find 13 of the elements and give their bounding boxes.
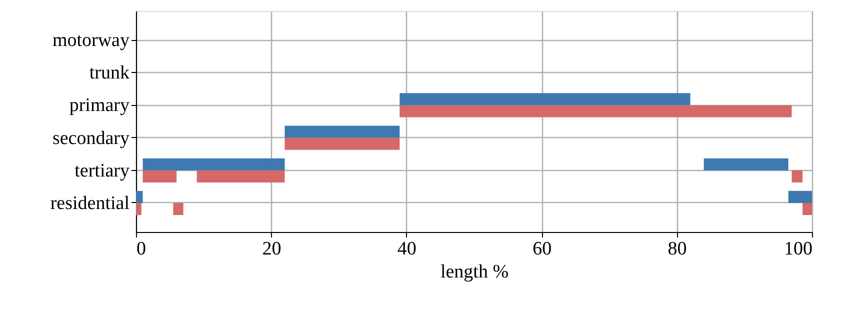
x-tick-label: 80 (668, 238, 687, 260)
x-tick-label: 0 (136, 238, 146, 260)
y-tick-label: motorway (52, 30, 130, 52)
y-tick-label: trunk (89, 62, 130, 84)
x-tick-label: 60 (532, 238, 552, 260)
x-tick-label: 20 (262, 238, 282, 260)
x-axis-title: length % (440, 262, 509, 282)
y-tick-label: primary (69, 95, 130, 116)
y-tick-label: residential (50, 192, 130, 214)
y-tick-label: tertiary (74, 160, 130, 182)
x-tick-label: 40 (397, 238, 416, 260)
y-tick-label: secondary (52, 128, 130, 149)
x-tick-label: 100 (784, 238, 812, 260)
